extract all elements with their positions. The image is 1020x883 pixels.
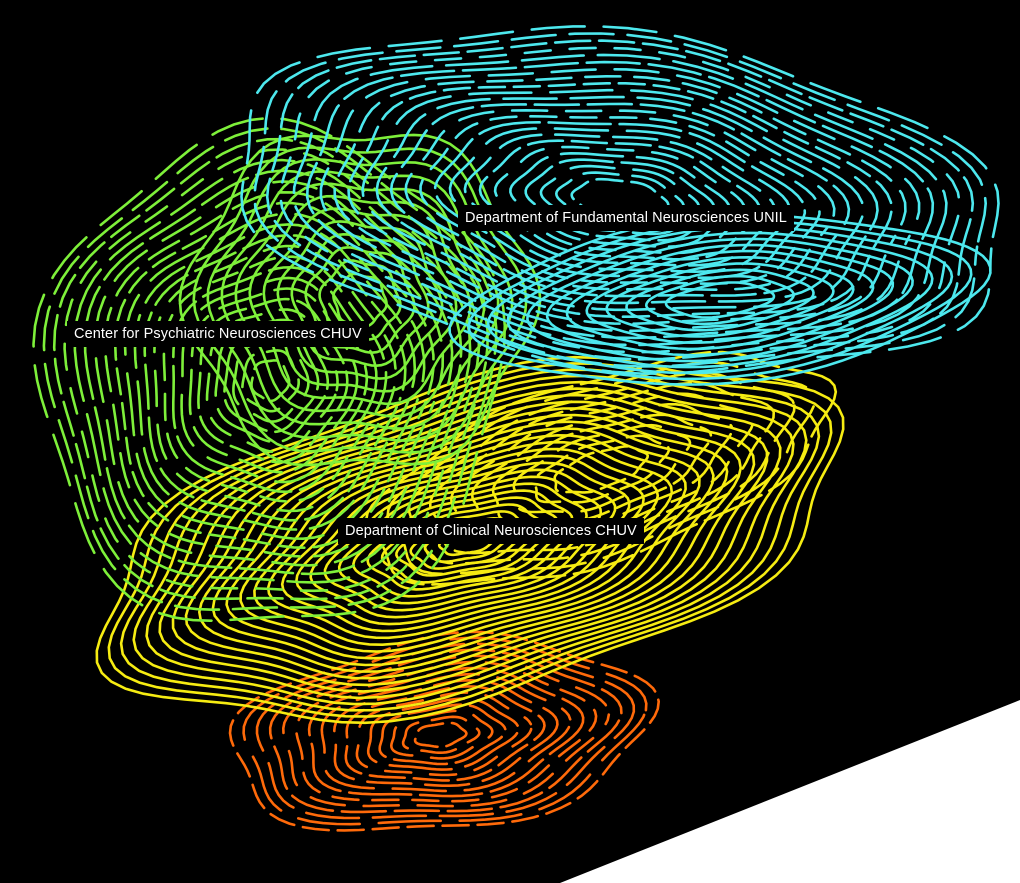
label-clinical-neurosciences[interactable]: Department of Clinical Neurosciences CHU… xyxy=(338,518,644,544)
label-psychiatric-neurosciences[interactable]: Center for Psychiatric Neurosciences CHU… xyxy=(67,321,369,347)
green-contour-region xyxy=(32,116,542,623)
orange-contour-region xyxy=(228,630,661,832)
cyan-contour-region xyxy=(240,25,1000,386)
white-corner-shape xyxy=(560,700,1020,883)
label-fundamental-neurosciences[interactable]: Department of Fundamental Neurosciences … xyxy=(458,205,794,231)
